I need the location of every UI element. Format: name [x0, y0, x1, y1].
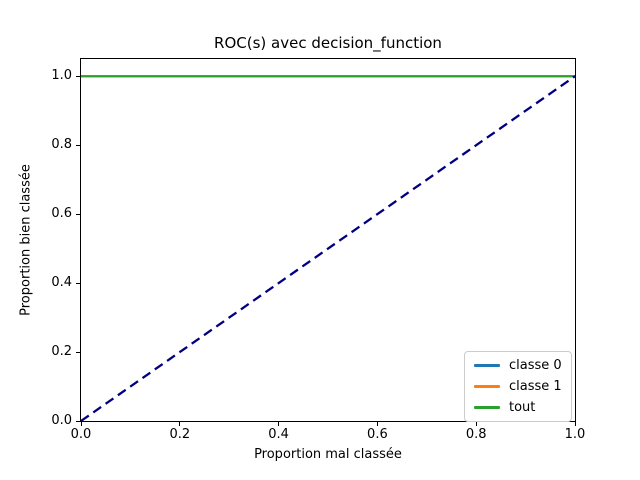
y-tick-label: 0.2 [51, 344, 72, 360]
y-tick-mark [76, 351, 80, 353]
plot-lines [81, 75, 575, 421]
legend-item-tout: tout [474, 399, 562, 416]
y-axis-label: Proportion bien classée [18, 164, 34, 316]
x-tick-mark [475, 422, 477, 426]
y-tick-mark [76, 213, 80, 215]
y-tick-mark [76, 282, 80, 284]
legend: classe 0 classe 1 tout [464, 351, 572, 422]
y-tick-label: 0.6 [51, 206, 72, 222]
x-tick-label: 0.2 [169, 427, 191, 442]
y-tick-mark [76, 420, 80, 422]
x-axis-label: Proportion mal classée [254, 447, 402, 462]
x-tick-label: 0.8 [465, 427, 487, 442]
legend-item-classe-1: classe 1 [474, 378, 562, 395]
x-tick-mark [376, 422, 378, 426]
x-tick-mark [179, 422, 181, 426]
x-tick-label: 1.0 [564, 427, 586, 442]
x-tick-label: 0.0 [70, 427, 92, 442]
legend-swatch-classe-0 [474, 364, 500, 367]
x-tick-mark [278, 422, 280, 426]
y-tick-label: 0.8 [51, 137, 72, 153]
y-tick-label: 1.0 [51, 68, 72, 84]
y-tick-mark [76, 75, 80, 77]
y-tick-mark [76, 144, 80, 146]
x-tick-mark [80, 422, 82, 426]
legend-label: tout [509, 400, 536, 415]
legend-swatch-tout [474, 406, 500, 409]
x-tick-label: 0.6 [367, 427, 388, 442]
legend-label: classe 1 [509, 379, 562, 394]
y-tick-label: 0.4 [51, 275, 72, 291]
legend-swatch-classe-1 [474, 385, 500, 388]
chart-title: ROC(s) avec decision_function [214, 34, 442, 52]
legend-label: classe 0 [509, 358, 562, 373]
legend-item-classe-0: classe 0 [474, 357, 562, 374]
x-tick-label: 0.4 [268, 427, 289, 442]
y-tick-label: 0.0 [51, 413, 72, 428]
plot-area [80, 58, 576, 422]
x-tick-mark [574, 422, 576, 426]
series-line-chance-diagonal [81, 75, 575, 421]
